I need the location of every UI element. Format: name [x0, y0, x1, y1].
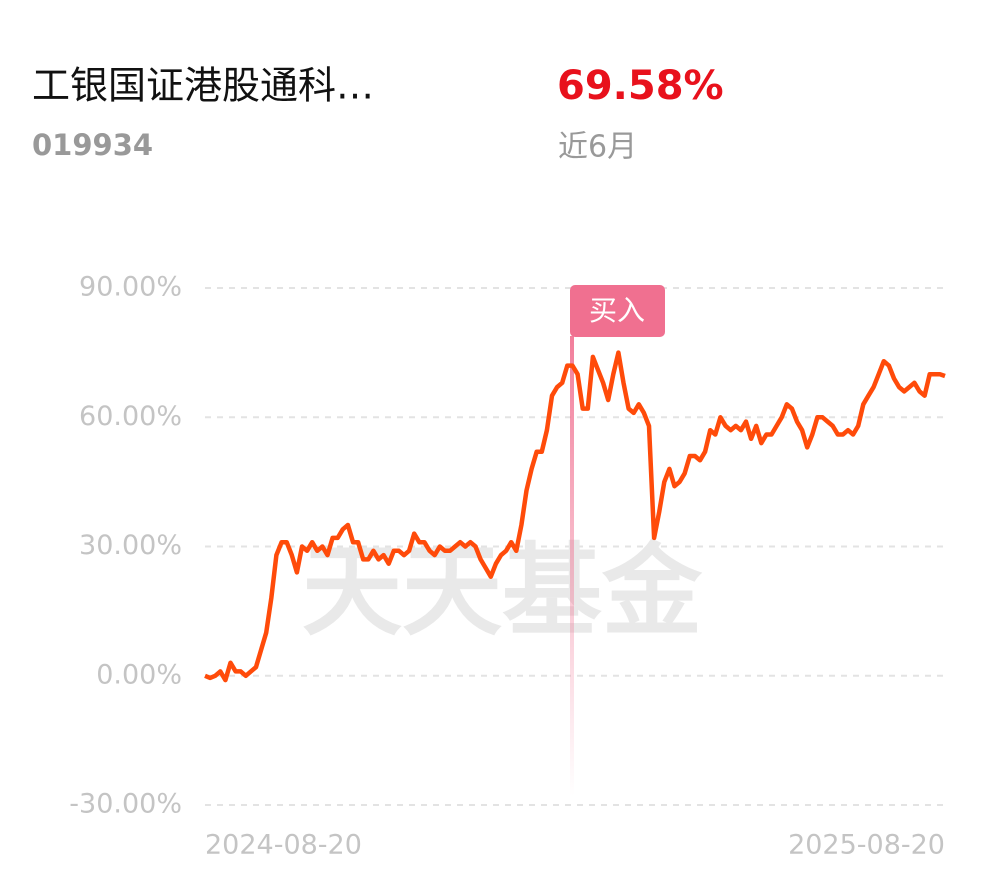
plot: [204, 350, 946, 683]
buy-label: 买入: [589, 294, 645, 327]
y-tick-label: 30.00%: [79, 530, 182, 561]
y-tick-label: -30.00%: [69, 789, 182, 820]
y-tick-label: 0.00%: [96, 659, 182, 690]
grid: -30.00% 0.00% 30.00% 60.00% 90.00%: [69, 272, 945, 820]
buy-flag: [570, 285, 665, 337]
x-tick-label: 2024-08-20: [205, 830, 362, 861]
y-tick-label: 90.00%: [79, 272, 182, 303]
fund-title: 工银国证港股通科…: [32, 64, 374, 108]
return-value: 69.58%: [557, 63, 724, 109]
fund-code: 019934: [32, 128, 153, 162]
buy-line: [570, 336, 574, 796]
return-period: 近6月: [558, 130, 637, 165]
series-line: [204, 350, 946, 683]
x-tick-label: 2025-08-20: [788, 830, 945, 861]
y-tick-label: 60.00%: [79, 401, 182, 432]
